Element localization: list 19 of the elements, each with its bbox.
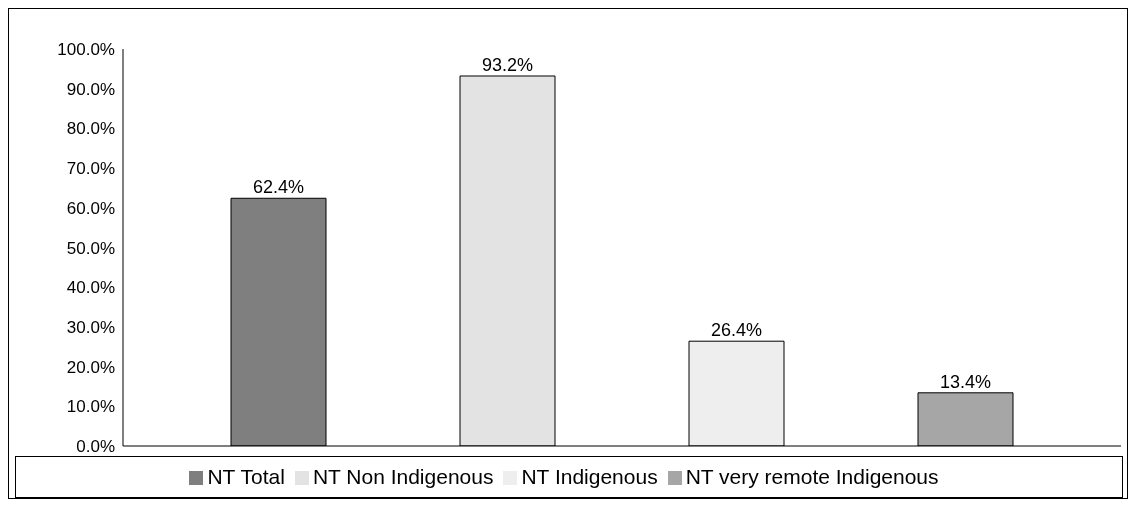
y-tick-label: 60.0%	[66, 198, 115, 218]
y-tick-label: 70.0%	[66, 159, 115, 179]
data-label: 13.4%	[939, 371, 992, 392]
y-tick-label: 80.0%	[66, 119, 115, 139]
y-tick-label: 0.0%	[76, 437, 115, 457]
data-label: 26.4%	[710, 320, 763, 341]
y-tick-label: 10.0%	[66, 397, 115, 417]
y-tick-label: 90.0%	[66, 79, 115, 99]
legend-label: NT Indigenous	[521, 465, 658, 488]
legend-label: NT Total	[207, 465, 285, 488]
data-label: 93.2%	[481, 55, 534, 75]
y-tick-label: 20.0%	[66, 357, 115, 377]
y-tick-label: 30.0%	[66, 317, 115, 337]
y-tick-label: 40.0%	[66, 278, 115, 298]
data-label: 62.4%	[252, 177, 305, 198]
legend-label: NT Non Indigenous	[312, 465, 494, 488]
y-tick-label: 100.0%	[57, 40, 115, 60]
legend-label: NT very remote Indigenous	[685, 465, 939, 488]
y-tick-label: 50.0%	[66, 238, 115, 258]
